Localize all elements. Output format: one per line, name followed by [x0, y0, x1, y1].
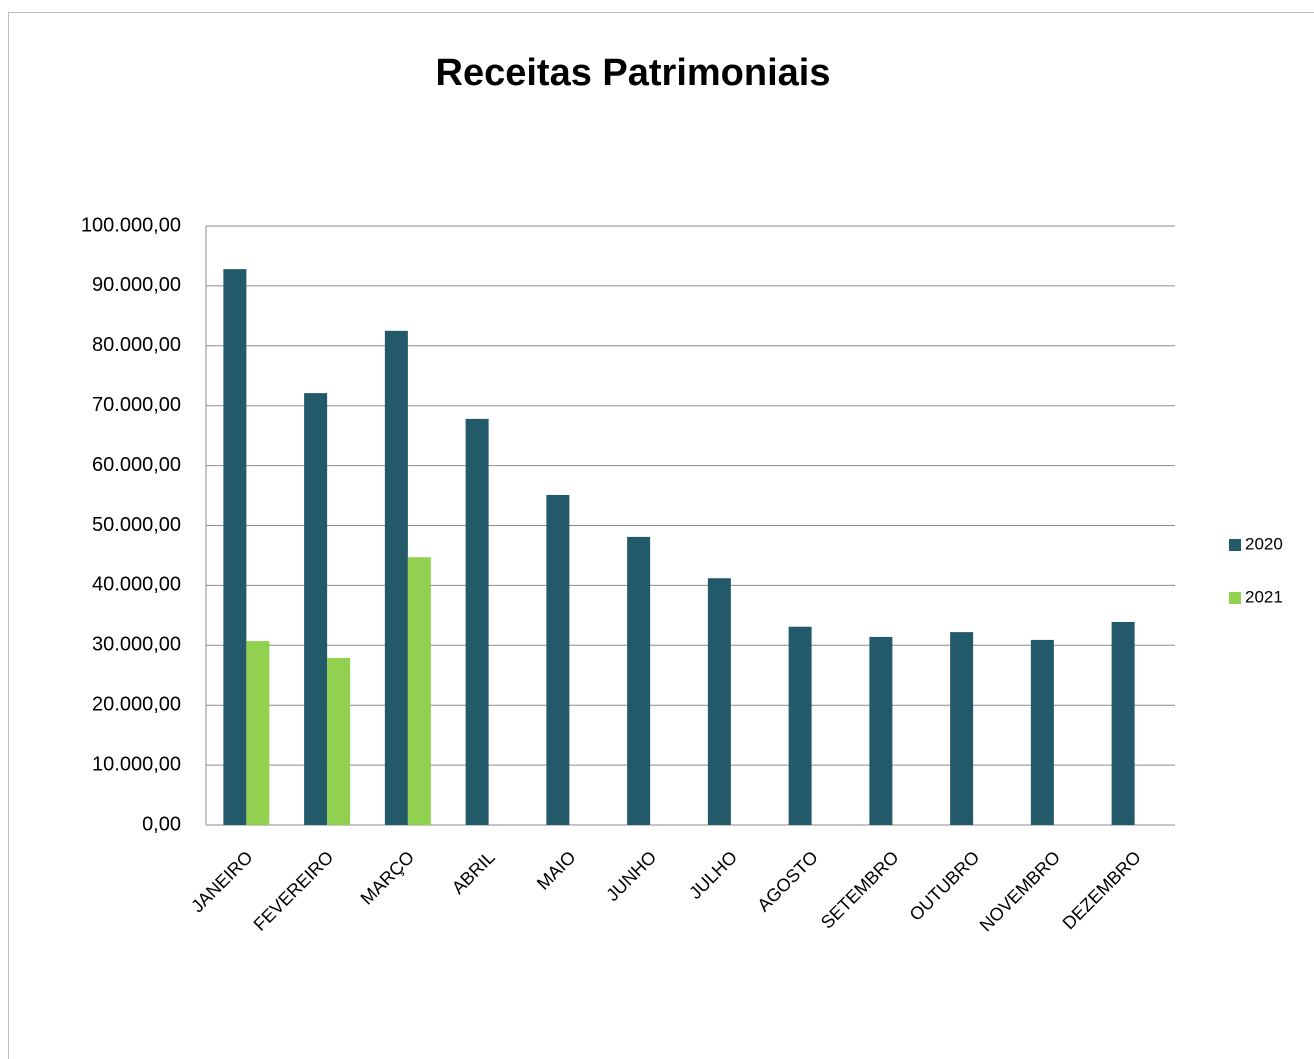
y-tick-label: 0,00 [142, 813, 181, 835]
y-tick-label: 60.000,00 [92, 454, 181, 476]
y-tick-label: 50.000,00 [92, 514, 181, 536]
chart-title: Receitas Patrimoniais [436, 52, 831, 94]
bar [627, 536, 651, 825]
x-tick-label: FEVEREIRO [250, 847, 338, 935]
bar [465, 418, 489, 825]
x-tick-label: NOVEMBRO [976, 847, 1064, 935]
x-tick-label: AGOSTO [753, 847, 821, 915]
y-tick-label: 100.000,00 [81, 214, 181, 236]
bar [223, 269, 247, 825]
x-tick-label: ABRIL [448, 847, 499, 898]
chart-border [8, 12, 1314, 1059]
bar [1111, 621, 1135, 825]
bar [546, 494, 570, 825]
x-tick-label: JUNHO [602, 847, 660, 905]
legend-swatch [1229, 592, 1241, 604]
bar [407, 557, 431, 825]
y-tick-label: 10.000,00 [92, 753, 181, 775]
x-tick-label: JANEIRO [187, 847, 256, 916]
x-tick-label: MAIO [533, 847, 580, 894]
y-tick-label: 80.000,00 [92, 334, 181, 356]
y-tick-label: 30.000,00 [92, 634, 181, 656]
bar [384, 330, 408, 825]
bar [869, 636, 893, 825]
x-tick-label: JULHO [685, 847, 741, 903]
bar [788, 626, 812, 825]
x-tick-label: SETEMBRO [817, 847, 903, 933]
y-tick-label: 90.000,00 [92, 274, 181, 296]
legend-swatch [1229, 539, 1241, 551]
bar [246, 641, 270, 825]
x-tick-label: DEZEMBRO [1059, 847, 1145, 933]
bar [707, 578, 731, 825]
y-tick-label: 40.000,00 [92, 574, 181, 596]
bar [304, 393, 328, 825]
bar [950, 632, 974, 825]
legend-label: 2020 [1245, 534, 1283, 553]
y-tick-label: 70.000,00 [92, 394, 181, 416]
y-tick-label: 20.000,00 [92, 693, 181, 715]
legend-label: 2021 [1245, 587, 1283, 606]
bar [1030, 639, 1054, 825]
x-tick-label: MARÇO [357, 847, 419, 909]
bar [327, 657, 351, 825]
x-tick-label: OUTUBRO [906, 847, 984, 925]
